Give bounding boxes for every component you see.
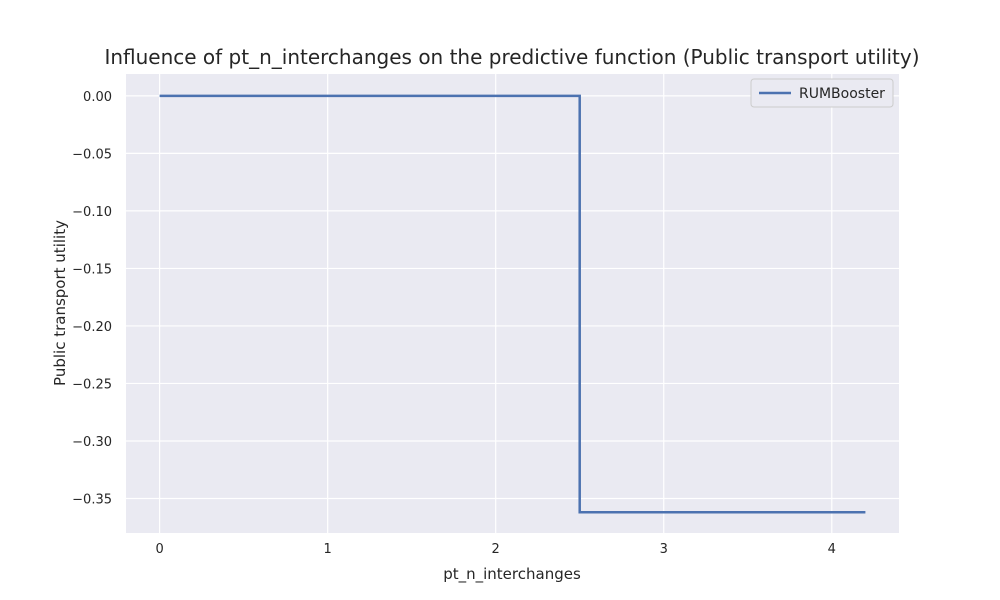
x-tick-label: 3 (660, 542, 668, 557)
x-tick-label: 1 (324, 542, 332, 557)
series-layer (159, 94, 866, 514)
y-axis-label: Public transport utility (51, 220, 69, 386)
y-tick-label: −0.35 (72, 492, 112, 507)
x-tick-label: 0 (155, 542, 163, 557)
chart-title: Influence of pt_n_interchanges on the pr… (104, 45, 919, 69)
x-axis: 0 1 2 3 4 (155, 542, 835, 557)
y-tick-label: −0.25 (72, 377, 112, 392)
series-line (159, 94, 866, 514)
y-tick-label: −0.20 (72, 320, 112, 335)
y-tick-label: −0.05 (72, 147, 112, 162)
legend: RUMBooster (750, 78, 894, 108)
x-axis-label: pt_n_interchanges (443, 565, 581, 584)
legend-label: RUMBooster (799, 86, 885, 102)
y-tick-label: −0.30 (72, 435, 112, 450)
legend-box (750, 78, 894, 108)
y-tick-label: −0.10 (72, 205, 112, 220)
y-tick-label: 0.00 (83, 90, 112, 105)
x-tick-label: 2 (492, 542, 500, 557)
y-tick-label: −0.15 (72, 262, 112, 277)
x-tick-label: 4 (828, 542, 836, 557)
y-axis: 0.00 −0.05 −0.10 −0.15 −0.20 −0.25 −0.30 −0.35 (72, 90, 112, 508)
plot-area (126, 74, 899, 533)
